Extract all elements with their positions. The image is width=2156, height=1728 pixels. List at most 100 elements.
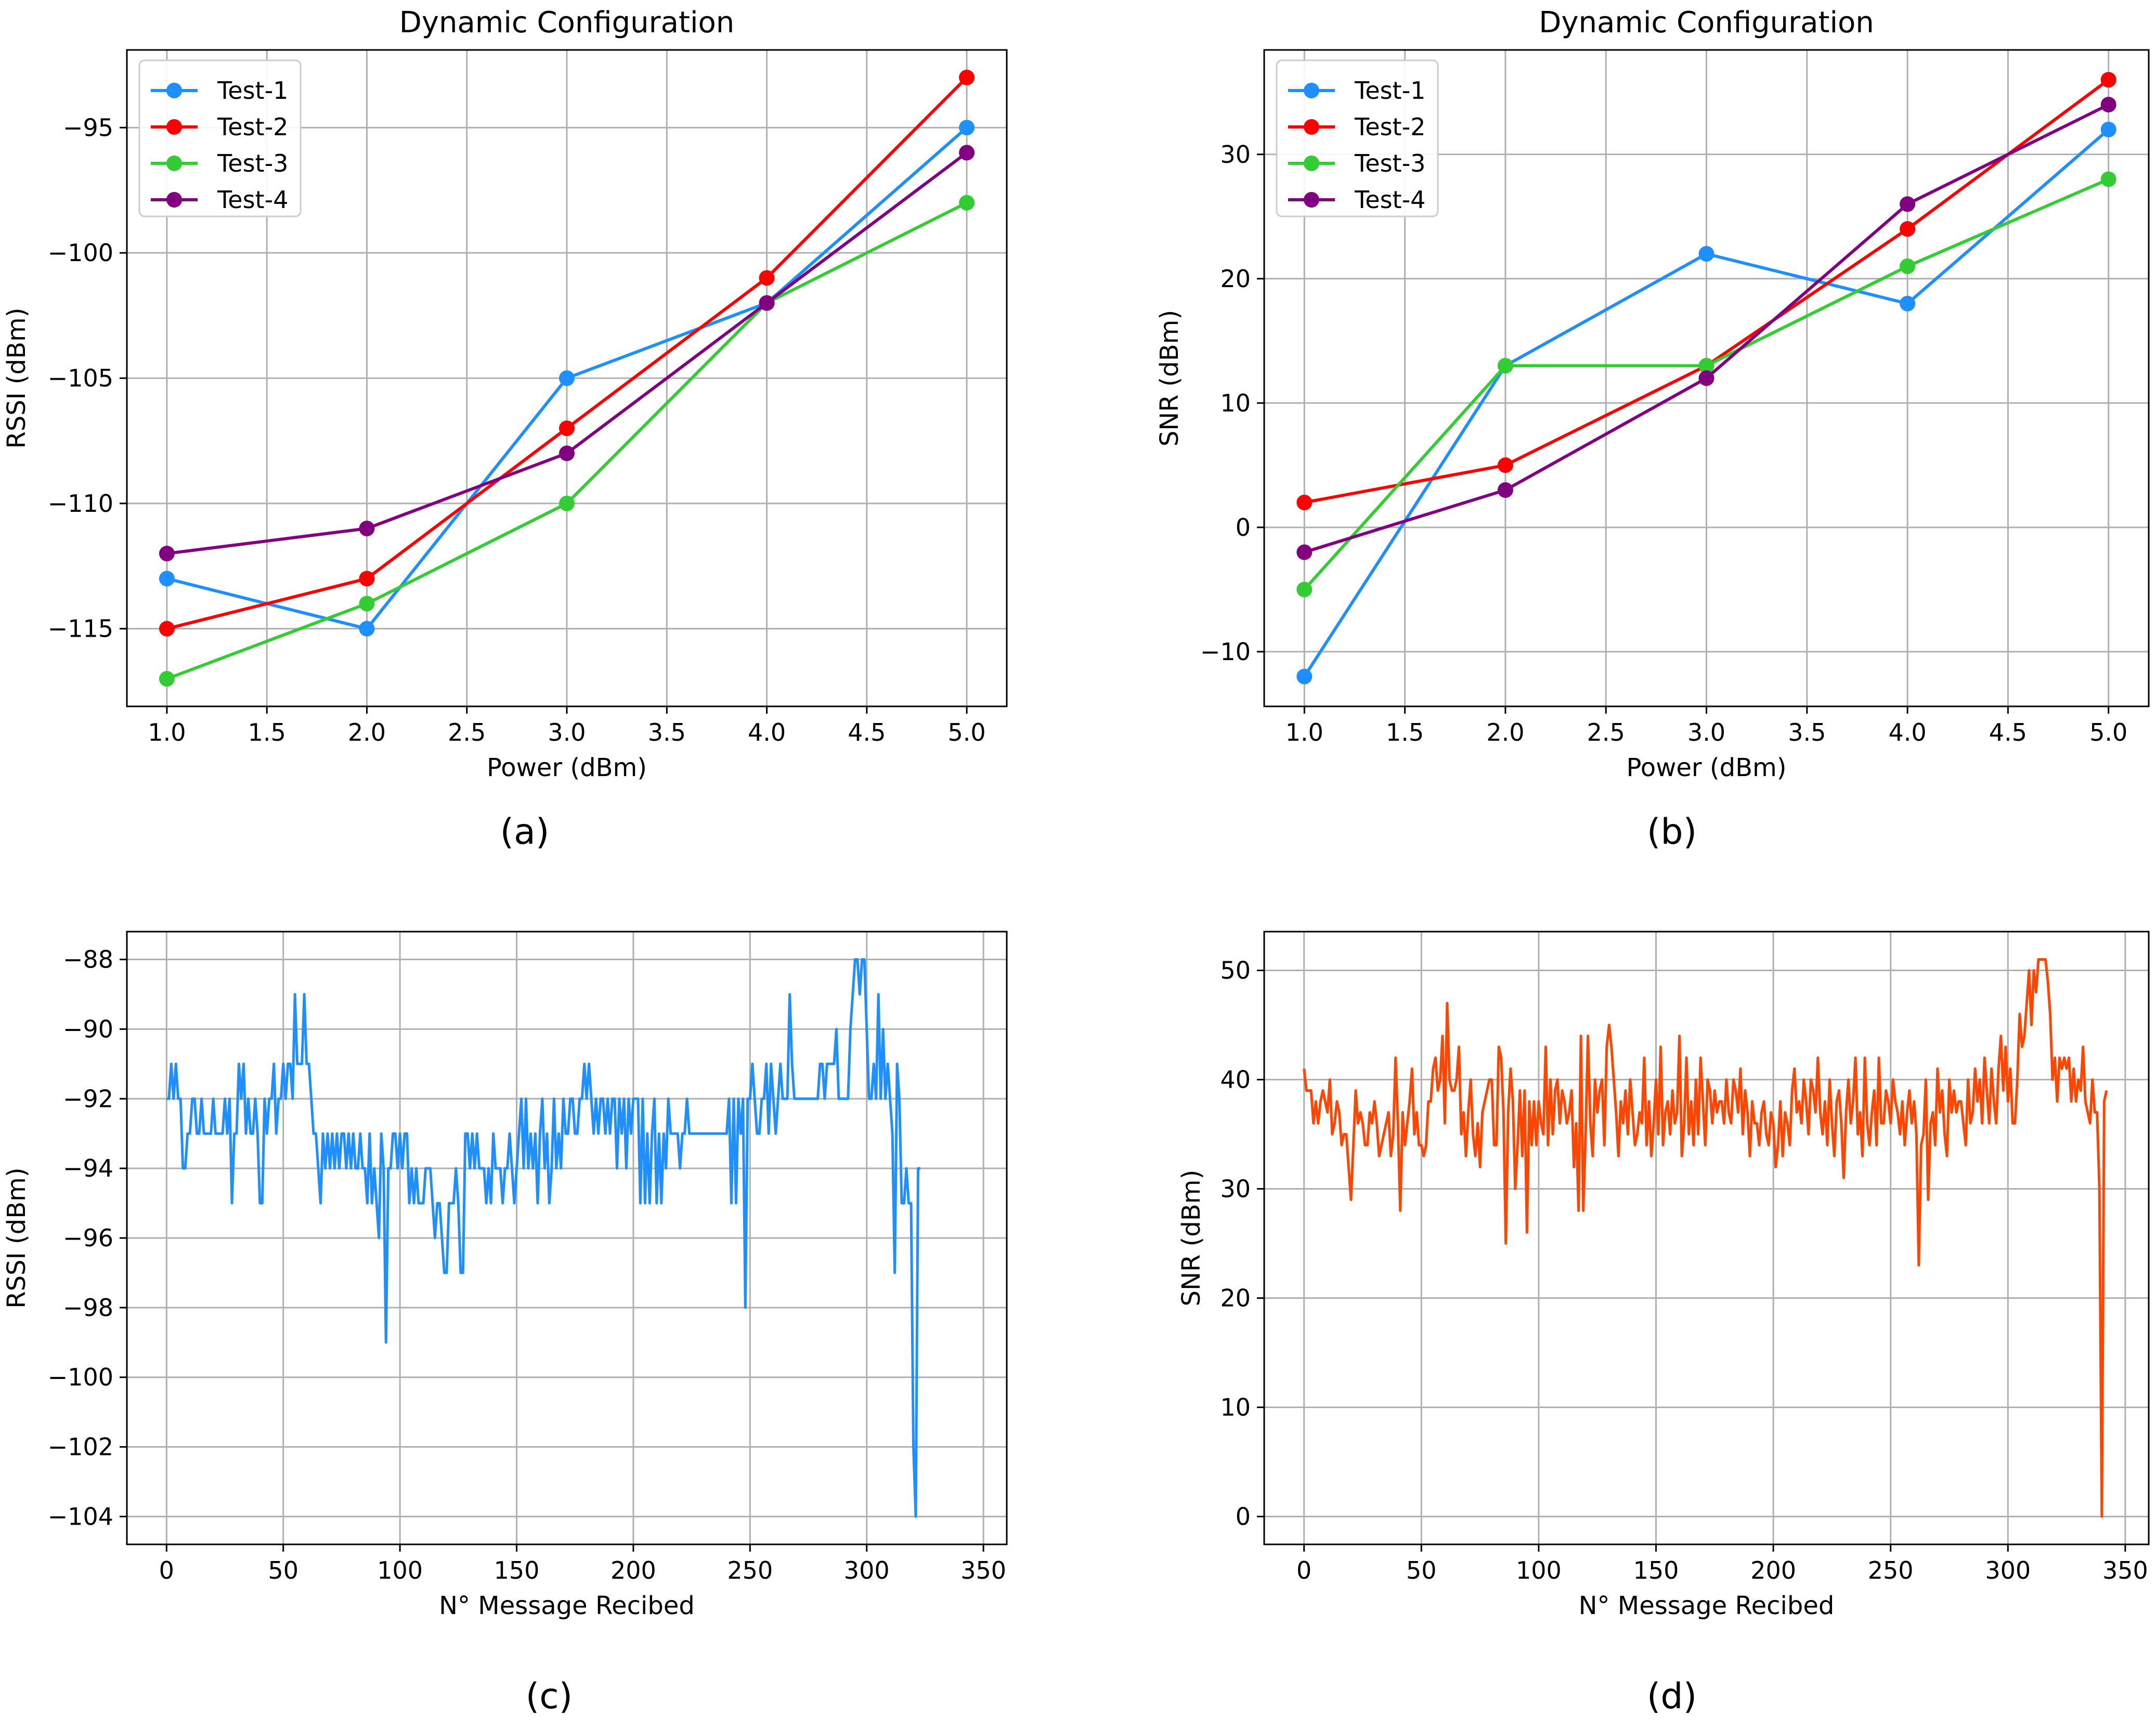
data-point-test-1 [2100,121,2116,137]
x-tick-label: 0 [159,1556,174,1584]
y-tick-label: −92 [63,1085,113,1113]
caption-a: (a) [500,811,550,853]
grid-lines [127,932,1007,1544]
y-tick-label: 30 [1220,1175,1251,1203]
legend-swatch-marker [1304,192,1319,208]
y-tick-label: −90 [63,1015,113,1043]
legend-swatch-marker [166,83,182,98]
y-axis: −115 −110 −105 −100 −95 [48,113,127,643]
series-group [1296,72,2116,685]
data-point-test-2 [1497,457,1513,473]
legend-label: Test-1 [1354,76,1425,105]
x-tick-label: 3.5 [1788,718,1826,746]
data-point-test-4 [559,445,575,461]
y-tick-label: 50 [1220,957,1251,985]
data-point-test-3 [2100,171,2116,187]
x-axis: 0 50 100 150 200 250 300 350 [159,1544,1006,1584]
x-tick-label: 1.0 [148,718,186,746]
y-tick-label: 10 [1220,389,1251,417]
plot-frame [126,931,1008,1545]
y-axis: 0 10 20 30 40 50 [1220,957,1264,1530]
data-point-test-1 [359,621,375,637]
data-point-test-4 [959,145,975,161]
legend-swatch-marker [166,156,182,171]
x-axis: 1.0 1.5 2.0 2.5 3.0 3.5 4.0 4.5 5.0 [148,706,986,746]
data-point-test-2 [1900,221,1916,237]
chart-b: 1.0 1.5 2.0 2.5 3.0 3.5 4.0 4.5 5.0 −10 0 10 20 30 Dyn… [1155,6,2150,782]
legend-swatch-marker [166,119,182,135]
y-tick-label: 20 [1220,265,1251,293]
x-axis-label: Power (dBm) [1627,753,1787,782]
data-point-test-3 [1900,258,1916,274]
x-tick-label: 250 [1868,1556,1914,1584]
data-point-test-1 [1900,295,1916,312]
x-tick-label: 4.0 [1889,718,1927,746]
x-tick-label: 1.5 [248,718,286,746]
x-tick-label: 1.0 [1285,718,1323,746]
x-tick-label: 350 [2102,1556,2148,1584]
plot-frame [1263,931,2150,1545]
y-tick-label: 40 [1220,1066,1251,1094]
chart-title: Dynamic Configuration [1539,6,1874,40]
data-point-test-2 [959,69,975,85]
legend-label: Test-4 [217,186,288,214]
data-point-test-4 [359,521,375,537]
chart-c: 0 50 100 150 200 250 300 350−104−102−100−98−96−… [2,931,1008,1620]
y-tick-label: −96 [63,1224,113,1252]
x-tick-label: 100 [1516,1556,1562,1584]
caption-b: (b) [1646,811,1697,853]
x-tick-label: 4.5 [1989,718,2027,746]
y-axis: −10 0 10 20 30 [1200,140,1264,666]
y-tick-label: −104 [48,1502,113,1530]
y-tick-label: 0 [1236,1502,1251,1530]
x-axis: 1.0 1.5 2.0 2.5 3.0 3.5 4.0 4.5 5.0 [1285,706,2127,746]
series-group [159,69,975,687]
x-tick-label: 350 [960,1556,1006,1584]
series-line-rssi [166,958,920,1518]
data-point-test-2 [359,571,375,587]
y-tick-label: 30 [1220,140,1251,169]
y-axis-label: SNR (dBm) [1177,1170,1206,1307]
x-tick-label: 3.0 [1687,718,1725,746]
caption-d: (d) [1646,1676,1697,1717]
data-point-test-4 [759,295,775,311]
x-tick-label: 2.5 [448,718,486,746]
data-point-test-3 [1296,582,1313,598]
y-axis-label: RSSI (dBm) [2,307,31,448]
legend-label: Test-4 [1354,186,1425,214]
x-tick-label: 2.0 [1486,718,1524,746]
legend-swatch-marker [1304,119,1319,135]
x-axis-label: N° Message Recibed [439,1591,695,1620]
x-tick-label: 150 [1633,1556,1679,1584]
plot-frame [126,49,1008,707]
y-tick-label: −100 [48,239,113,267]
x-tick-label: 5.0 [948,718,986,746]
series-line-snr [1303,958,2108,1518]
plot-frame [1263,49,2150,707]
y-tick-label: −100 [48,1363,113,1391]
data-point-test-2 [2100,72,2116,88]
legend-label: Test-2 [217,113,288,141]
legend-swatch-marker [1304,83,1319,98]
x-tick-label: 3.5 [648,718,686,746]
data-point-test-2 [559,420,575,436]
y-tick-label: 0 [1236,513,1251,541]
data-point-test-4 [1497,482,1513,498]
chart-title: Dynamic Configuration [399,6,735,40]
x-tick-label: 50 [1406,1556,1437,1584]
y-axis: −104 −102 −100 −98 −96 −94 −92 −90 −88 [48,946,127,1530]
x-tick-label: 0 [1296,1556,1311,1584]
x-tick-label: 300 [844,1556,890,1584]
data-point-test-1 [959,120,975,136]
y-tick-label: −105 [48,364,113,392]
grid-lines [1264,932,2149,1544]
data-point-test-4 [2100,97,2116,113]
legend-swatch-marker [1304,156,1319,171]
data-point-test-3 [359,596,375,612]
data-point-test-3 [1698,358,1715,374]
legend: Test-1 Test-2 Test-3 Test-4 [138,59,302,217]
x-tick-label: 150 [494,1556,540,1584]
x-tick-label: 5.0 [2089,718,2127,746]
data-point-test-4 [1296,544,1313,560]
